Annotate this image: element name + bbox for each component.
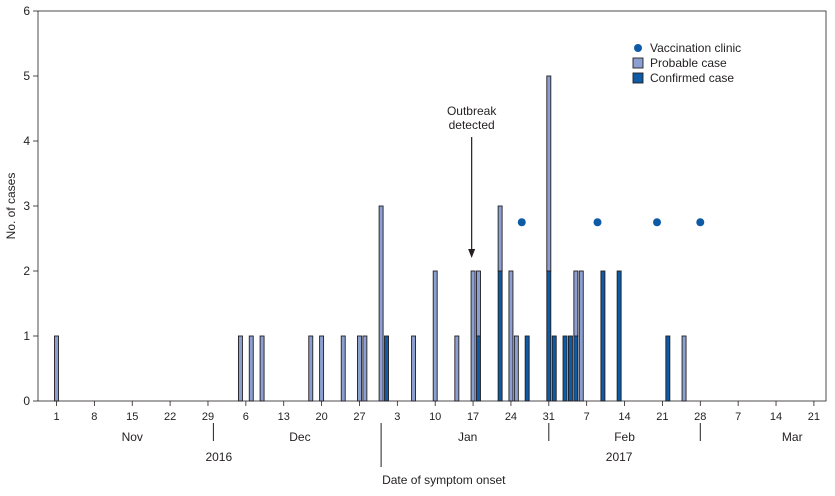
bar-probable-2017-01-14 <box>454 335 460 402</box>
x-tick-label-2016-11-08: 8 <box>91 411 97 423</box>
x-tick-label-2017-01-10: 10 <box>429 411 441 423</box>
bar-confirmed-2017-02-03 <box>562 335 568 402</box>
vaccination-clinic-dot-2017-02-28 <box>696 218 705 227</box>
vaccination-clinic-dot-2017-01-26 <box>517 218 526 227</box>
legend-marker-confirmed-case <box>632 72 644 84</box>
annotation-line-2: detected <box>449 118 495 132</box>
legend-label-confirmed-case: Confirmed case <box>650 71 734 85</box>
bar-confirmed-2017-02-10 <box>600 270 606 402</box>
x-tick-label-2016-11-01: 1 <box>53 411 59 423</box>
bar-probable-2016-12-05 <box>237 335 243 402</box>
x-tick-label-2017-01-17: 17 <box>467 411 479 423</box>
x-tick-label-2017-02-21: 21 <box>656 411 668 423</box>
x-tick-label-2016-11-22: 22 <box>164 411 176 423</box>
bar-confirmed-2017-02-01 <box>551 335 557 402</box>
vaccination-clinic-markers <box>517 218 705 227</box>
y-tick-label-5: 5 <box>23 69 30 83</box>
bar-confirmed-2017-02-04 <box>568 335 573 402</box>
x-tick-label-2016-11-29: 29 <box>202 411 214 423</box>
x-tick-label-2017-01-03: 3 <box>394 411 400 423</box>
year-label-2016: 2016 <box>205 450 232 464</box>
legend-marker-probable-case <box>632 57 644 69</box>
x-tick-label-2016-12-27: 27 <box>353 411 365 423</box>
annotation-arrow-head <box>468 249 476 258</box>
x-tick-label-2017-02-28: 28 <box>694 411 706 423</box>
bar-probable-2017-01-06 <box>411 335 417 402</box>
x-tick-label-2016-12-20: 20 <box>315 411 327 423</box>
x-tick-label-2017-03-14: 14 <box>770 411 782 423</box>
x-tick-label-2016-11-15: 15 <box>126 411 138 423</box>
bar-probable-2016-12-20 <box>319 335 325 402</box>
x-tick-label-2016-12-06: 6 <box>243 411 249 423</box>
month-label-Dec: Dec <box>289 430 310 444</box>
bar-probable-2017-01-17 <box>470 270 476 402</box>
bar-probable-2017-01-10 <box>432 270 438 402</box>
month-label-Nov: Nov <box>122 430 143 444</box>
bar-confirmed-2017-01-18 <box>476 335 481 402</box>
bar-confirmed-2017-02-13 <box>616 270 622 402</box>
bar-probable-2016-12-18 <box>308 335 314 402</box>
x-tick-label-2017-01-31: 31 <box>543 411 555 423</box>
y-axis-label: No. of cases <box>4 173 18 240</box>
bar-probable-2016-12-09 <box>259 335 265 402</box>
bar-probable-2017-01-25 <box>513 335 519 402</box>
bar-probable-2017-01-24 <box>508 270 514 402</box>
bar-probable-2017-02-25 <box>681 335 687 402</box>
case-bars <box>54 75 687 402</box>
bar-confirmed-2017-01-22 <box>497 270 503 402</box>
bar-probable-2016-12-24 <box>340 335 346 402</box>
legend-label-probable-case: Probable case <box>650 56 727 70</box>
y-tick-label-3: 3 <box>23 199 30 213</box>
y-tick-label-0: 0 <box>23 394 30 408</box>
x-axis-label: Date of symptom onset <box>382 473 506 487</box>
month-label-Jan: Jan <box>458 430 477 444</box>
bar-probable-2016-12-27 <box>357 335 362 402</box>
x-tick-label-2017-02-07: 7 <box>584 411 590 423</box>
bar-probable-2017-01-18 <box>476 270 481 337</box>
annotation-line-1: Outbreak <box>447 104 497 118</box>
bar-probable-2016-12-31 <box>378 205 384 402</box>
bar-confirmed-2017-02-05 <box>573 335 579 402</box>
y-tick-label-2: 2 <box>23 264 30 278</box>
bar-probable-2016-11-01 <box>54 335 59 402</box>
bar-probable-2017-01-22 <box>497 205 503 272</box>
axes: 0 1 2 3 4 5 6 1 8 15 22 29 6 13 20 27 3 10 17 24 31 7 14 21 28 7 1… <box>23 4 820 467</box>
month-label-Mar: Mar <box>782 430 803 444</box>
x-tick-label-2017-01-24: 24 <box>505 411 517 423</box>
bar-confirmed-2017-01-27 <box>524 335 530 402</box>
bar-probable-2017-01-31 <box>546 75 552 272</box>
legend-label-vaccination-clinic: Vaccination clinic <box>650 41 741 55</box>
vaccination-clinic-dot-2017-02-20 <box>653 218 662 227</box>
bar-probable-2016-12-07 <box>248 335 254 402</box>
x-tick-label-2017-03-21: 21 <box>808 411 820 423</box>
bar-confirmed-2017-01-31 <box>546 270 552 402</box>
x-tick-label-2017-03-07: 7 <box>735 411 741 423</box>
bar-probable-2016-12-28 <box>362 335 368 402</box>
y-tick-label-6: 6 <box>23 4 30 18</box>
x-tick-label-2017-02-14: 14 <box>618 411 630 423</box>
bar-probable-2017-02-06 <box>578 270 584 402</box>
outbreak-annotation: Outbreak detected <box>447 104 497 258</box>
vaccination-clinic-dot-2017-02-09 <box>593 218 602 227</box>
bar-confirmed-2017-01-01 <box>384 335 389 402</box>
bar-confirmed-2017-02-22 <box>665 335 671 402</box>
month-label-Feb: Feb <box>614 430 635 444</box>
y-tick-label-1: 1 <box>23 329 30 343</box>
bar-probable-2017-02-05 <box>573 270 579 337</box>
legend-marker-vaccination-clinic <box>634 44 642 52</box>
y-tick-label-4: 4 <box>23 134 30 148</box>
year-label-2017: 2017 <box>606 450 633 464</box>
x-tick-label-2016-12-13: 13 <box>278 411 290 423</box>
